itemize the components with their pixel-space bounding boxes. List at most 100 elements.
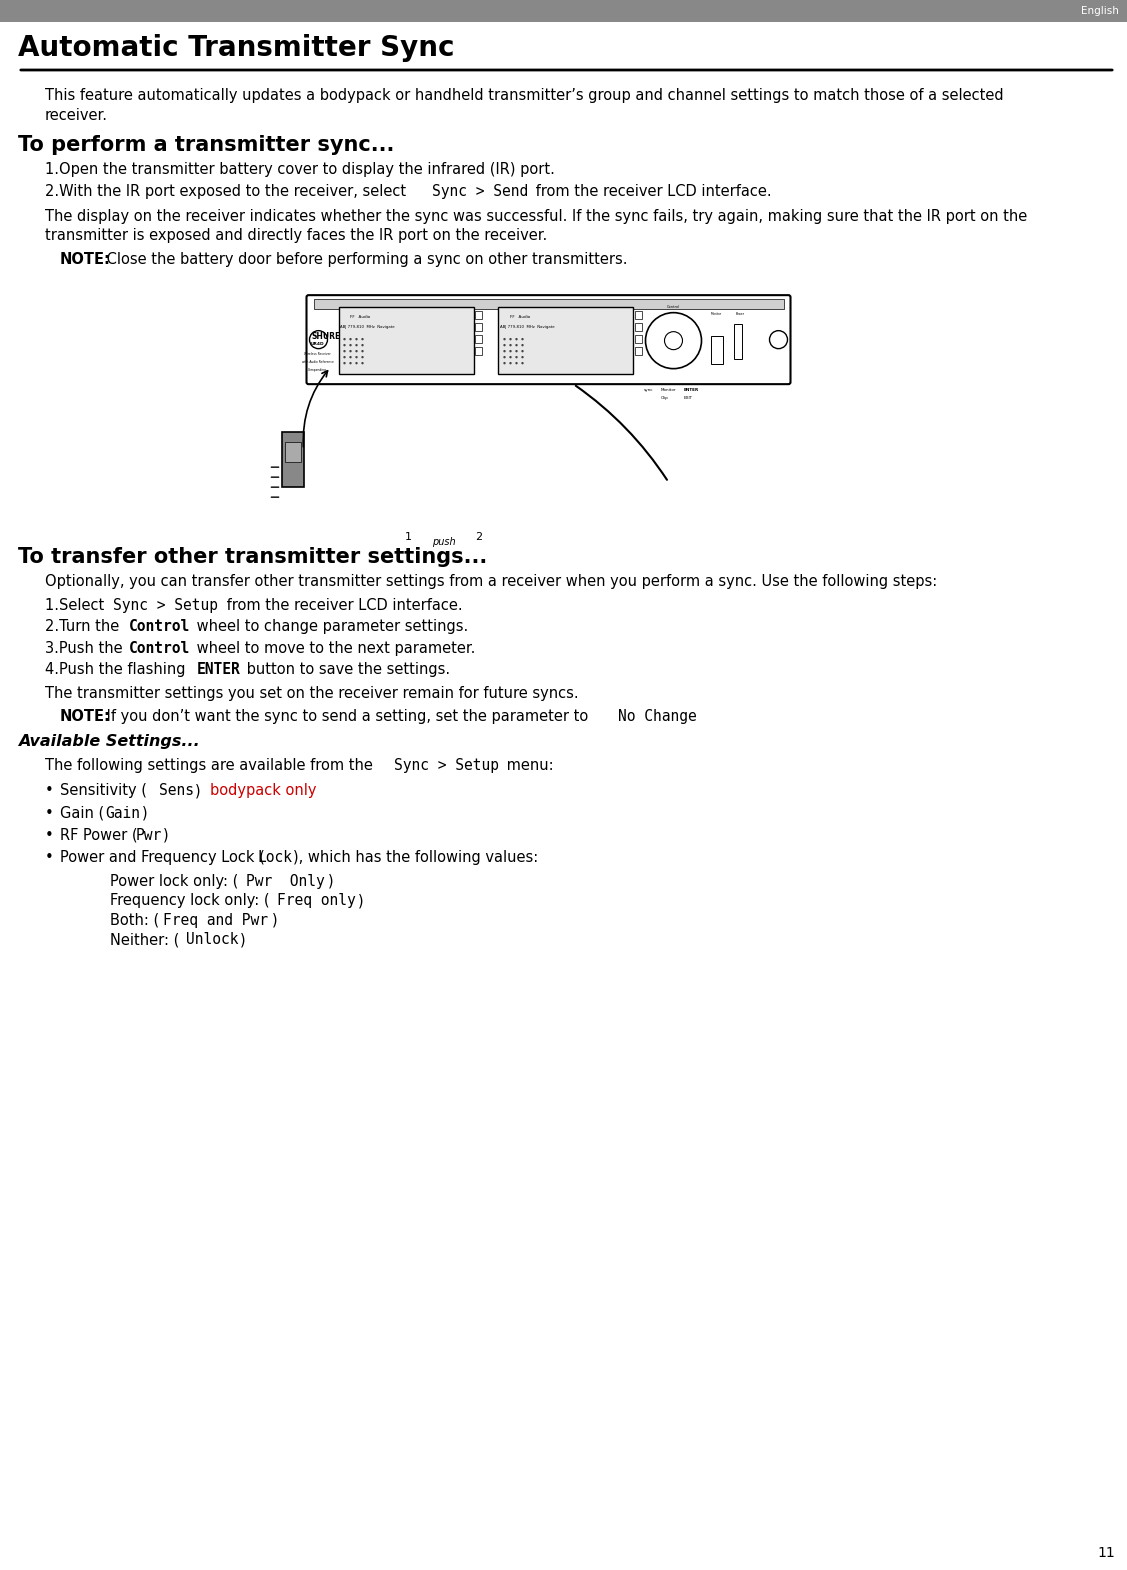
Circle shape (362, 363, 364, 364)
Text: menu:: menu: (503, 758, 554, 772)
Text: If you don’t want the sync to send a setting, set the parameter to: If you don’t want the sync to send a set… (103, 710, 593, 724)
Text: ): ) (195, 783, 205, 798)
Text: 2: 2 (474, 532, 482, 542)
Text: button to save the settings.: button to save the settings. (242, 663, 450, 677)
Circle shape (522, 356, 524, 358)
Circle shape (344, 350, 346, 352)
Text: ENTER: ENTER (683, 388, 699, 392)
Text: Lock: Lock (257, 851, 292, 865)
Text: 2.Turn the: 2.Turn the (45, 619, 124, 634)
Text: Freq and Pwr: Freq and Pwr (163, 912, 268, 928)
Text: Pwr: Pwr (136, 827, 162, 843)
Text: 2.With the IR port exposed to the receiver, select: 2.With the IR port exposed to the receiv… (45, 184, 410, 198)
Circle shape (344, 356, 346, 358)
Text: bodypack only: bodypack only (210, 783, 317, 798)
Text: Available Settings...: Available Settings... (18, 735, 199, 749)
Text: ABJ 779-810  MHz  Navigate: ABJ 779-810 MHz Navigate (340, 325, 396, 330)
Text: Gain (: Gain ( (60, 805, 105, 821)
Text: ): ) (358, 893, 364, 909)
Text: •: • (45, 827, 54, 843)
Bar (734, 323, 742, 360)
Text: push: push (432, 537, 455, 548)
Circle shape (515, 338, 517, 341)
Circle shape (355, 356, 357, 358)
Circle shape (515, 350, 517, 352)
Text: Frequency lock only: (: Frequency lock only: ( (110, 893, 269, 909)
Text: To perform a transmitter sync...: To perform a transmitter sync... (18, 135, 394, 155)
Circle shape (509, 363, 512, 364)
Text: wheel to change parameter settings.: wheel to change parameter settings. (192, 619, 468, 634)
Bar (476, 323, 482, 331)
Circle shape (355, 344, 357, 347)
Circle shape (515, 344, 517, 347)
Text: receiver.: receiver. (45, 107, 108, 122)
Text: FF   Audio: FF Audio (350, 316, 371, 319)
Circle shape (504, 356, 506, 358)
Text: Control: Control (667, 305, 680, 309)
Circle shape (509, 356, 512, 358)
Text: Unlock: Unlock (186, 933, 238, 947)
Text: transmitter is exposed and directly faces the IR port on the receiver.: transmitter is exposed and directly face… (45, 228, 548, 243)
Circle shape (504, 344, 506, 347)
Text: English: English (1081, 6, 1119, 16)
Circle shape (504, 338, 506, 341)
Circle shape (515, 356, 517, 358)
Text: Control: Control (128, 641, 189, 656)
Text: ), which has the following values:: ), which has the following values: (293, 851, 539, 865)
Text: Power lock only: (: Power lock only: ( (110, 874, 239, 889)
FancyBboxPatch shape (307, 295, 790, 385)
Text: This feature automatically updates a bodypack or handheld transmitter’s group an: This feature automatically updates a bod… (45, 88, 1004, 104)
Bar (476, 334, 482, 344)
Bar (282, 432, 303, 487)
Bar (636, 311, 642, 319)
Text: NOTE:: NOTE: (60, 710, 110, 724)
Text: The following settings are available from the: The following settings are available fro… (45, 758, 378, 772)
Text: ): ) (163, 827, 169, 843)
Text: 3.Push the: 3.Push the (45, 641, 127, 656)
Bar (710, 336, 722, 364)
Bar (498, 308, 633, 374)
Text: sync: sync (644, 388, 653, 392)
Circle shape (349, 344, 352, 347)
Circle shape (349, 338, 352, 341)
Text: Sens: Sens (159, 783, 194, 798)
Text: 1: 1 (405, 532, 412, 542)
Text: FF   Audio: FF Audio (511, 316, 531, 319)
Text: 11: 11 (1098, 1546, 1115, 1561)
Text: Both: (: Both: ( (110, 912, 159, 928)
Text: The display on the receiver indicates whether the sync was successful. If the sy: The display on the receiver indicates wh… (45, 209, 1027, 225)
Text: Wireless Receiver: Wireless Receiver (304, 352, 331, 356)
Bar (284, 443, 301, 462)
Text: 4.Push the flashing: 4.Push the flashing (45, 663, 190, 677)
Circle shape (522, 363, 524, 364)
Text: Sync > Send: Sync > Send (432, 184, 529, 198)
Text: Monitor: Monitor (710, 312, 721, 316)
Circle shape (515, 363, 517, 364)
Text: Pwr  Only: Pwr Only (247, 874, 326, 889)
Circle shape (522, 350, 524, 352)
Text: Automatic Transmitter Sync: Automatic Transmitter Sync (18, 35, 454, 61)
Text: 1.Select: 1.Select (45, 598, 109, 612)
Text: SHURE: SHURE (312, 333, 341, 341)
Circle shape (504, 363, 506, 364)
Text: EXIT: EXIT (683, 396, 693, 400)
Circle shape (362, 338, 364, 341)
Text: RF Power (: RF Power ( (60, 827, 137, 843)
Text: To transfer other transmitter settings...: To transfer other transmitter settings..… (18, 548, 487, 567)
Circle shape (344, 344, 346, 347)
Text: wheel to move to the next parameter.: wheel to move to the next parameter. (192, 641, 476, 656)
Text: Sensitivity (: Sensitivity ( (60, 783, 147, 798)
Circle shape (349, 350, 352, 352)
Circle shape (355, 363, 357, 364)
Text: Freq only: Freq only (277, 893, 356, 909)
Circle shape (349, 356, 352, 358)
Text: ABJ 779-810  MHz  Navigate: ABJ 779-810 MHz Navigate (500, 325, 556, 330)
Circle shape (362, 350, 364, 352)
Circle shape (310, 331, 328, 349)
Circle shape (355, 350, 357, 352)
Circle shape (509, 344, 512, 347)
Text: Neither: (: Neither: ( (110, 933, 179, 947)
Bar (636, 347, 642, 355)
Text: Companding: Companding (308, 367, 327, 372)
Text: Clip: Clip (660, 396, 668, 400)
